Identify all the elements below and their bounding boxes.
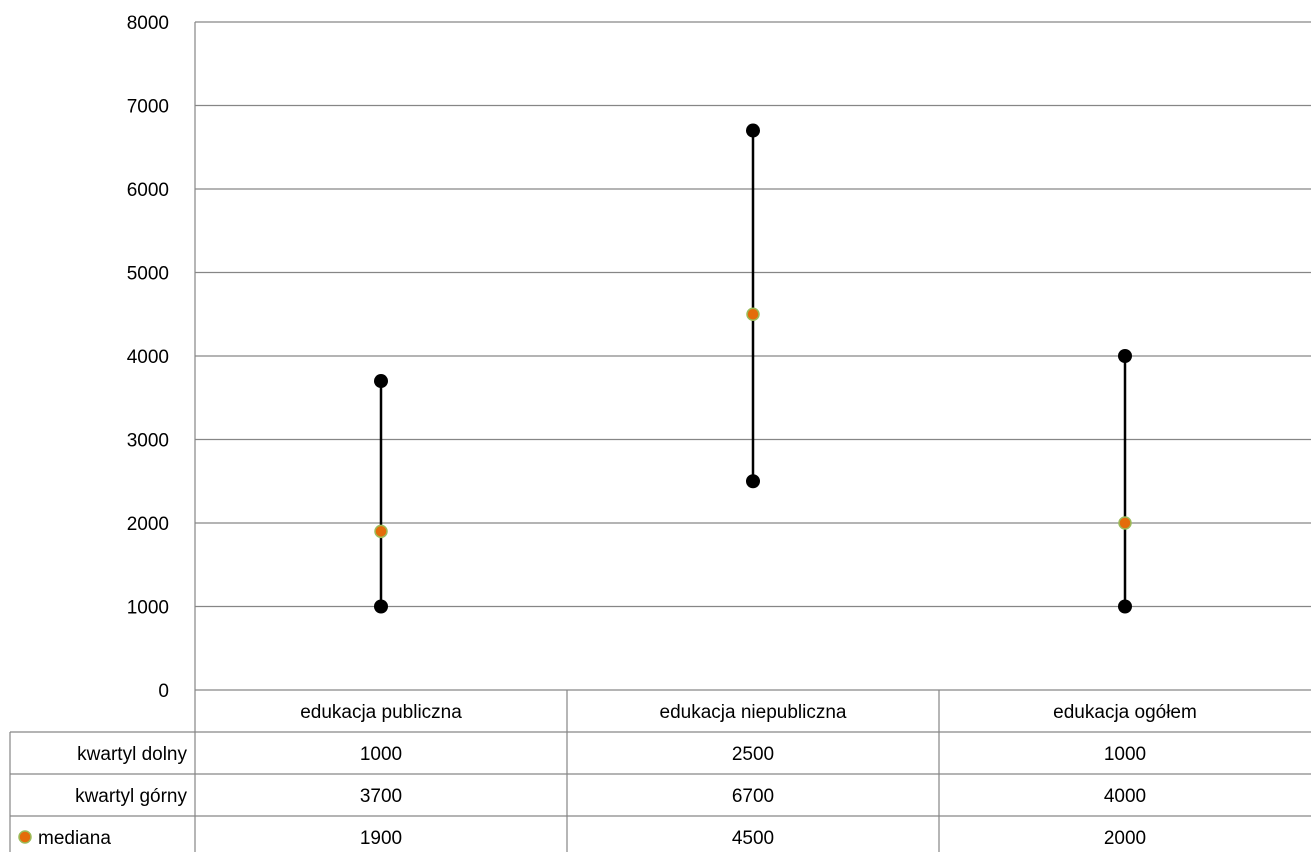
lower-quartile-point [1118, 599, 1132, 614]
y-tick-label: 0 [158, 681, 169, 702]
table-value: 2000 [1104, 828, 1146, 849]
lower-quartile-point [374, 599, 388, 614]
upper-quartile-point [746, 123, 760, 138]
y-axis-ticks: 0 1000 2000 3000 4000 5000 6000 7000 8000 [127, 13, 169, 702]
table-value: 4500 [732, 828, 774, 849]
y-tick-label: 3000 [127, 431, 169, 452]
series-label: kwartyl dolny [77, 744, 187, 765]
median-point [1118, 516, 1132, 530]
upper-quartile-point [374, 374, 388, 389]
median-point [374, 524, 388, 539]
category-label: edukacja ogółem [1053, 702, 1197, 723]
upper-quartile-point [1118, 349, 1132, 363]
table-value: 1900 [360, 828, 402, 849]
table-value: 2500 [732, 744, 774, 765]
range-lines [379, 130, 1127, 607]
series-label: kwartyl górny [75, 786, 187, 807]
category-label: edukacja publiczna [300, 702, 462, 723]
median-point [746, 307, 760, 321]
legend-marker [18, 830, 32, 844]
y-tick-label: 5000 [127, 264, 169, 285]
y-tick-label: 4000 [127, 347, 169, 368]
table-value: 1000 [1104, 744, 1146, 765]
table-value: 4000 [1104, 786, 1146, 807]
y-tick-label: 6000 [127, 180, 169, 201]
table-value: 1000 [360, 744, 402, 765]
y-tick-label: 1000 [127, 598, 169, 619]
category-label: edukacja niepubliczna [660, 702, 847, 723]
data-table: edukacja publiczna edukacja niepubliczna e… [9, 689, 1311, 852]
data-points [374, 123, 1132, 614]
table-value: 6700 [732, 786, 774, 807]
table-value: 3700 [360, 786, 402, 807]
y-tick-label: 7000 [127, 97, 169, 118]
y-tick-label: 2000 [127, 514, 169, 535]
lower-quartile-point [746, 474, 760, 489]
y-tick-label: 8000 [127, 13, 169, 34]
series-label: mediana [38, 828, 111, 849]
